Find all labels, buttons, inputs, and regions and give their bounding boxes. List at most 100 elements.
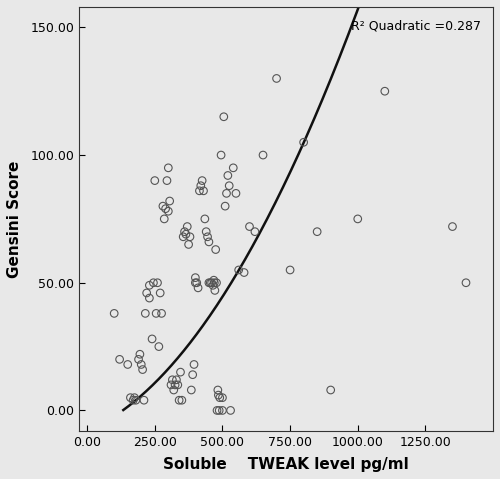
Point <box>212 246 220 253</box>
Point <box>190 361 198 368</box>
Point <box>148 335 156 343</box>
Point <box>225 182 233 190</box>
Point <box>172 376 180 384</box>
Point <box>166 197 173 205</box>
Point <box>186 233 194 240</box>
Point <box>200 187 207 194</box>
Point <box>300 138 308 146</box>
Point <box>230 164 237 171</box>
Point <box>272 75 280 82</box>
Point <box>155 343 163 351</box>
Point <box>142 289 150 297</box>
Point <box>154 279 162 286</box>
Point <box>184 240 192 248</box>
Point <box>168 376 176 384</box>
Point <box>174 381 182 389</box>
Point <box>130 394 138 401</box>
Point <box>201 215 209 223</box>
Point <box>232 190 240 197</box>
Point <box>170 386 177 394</box>
Point <box>159 202 167 210</box>
Point <box>151 177 159 184</box>
Point <box>205 238 213 246</box>
Point <box>175 397 183 404</box>
Point <box>215 407 223 414</box>
Point <box>146 282 154 289</box>
Point <box>226 407 234 414</box>
Point <box>222 190 230 197</box>
Point <box>179 233 187 240</box>
Point <box>142 309 150 317</box>
Point <box>208 279 216 286</box>
Point <box>286 266 294 274</box>
Point <box>194 284 202 292</box>
Point <box>326 386 334 394</box>
Point <box>188 371 196 378</box>
Point <box>138 366 146 374</box>
Point <box>192 274 200 282</box>
Point <box>182 230 190 238</box>
Point <box>171 381 179 389</box>
Point <box>259 151 267 159</box>
Point <box>354 215 362 223</box>
Point <box>212 279 220 286</box>
Point <box>210 276 218 284</box>
Point <box>156 289 164 297</box>
Point <box>448 223 456 230</box>
Point <box>204 233 212 240</box>
Point <box>240 269 248 276</box>
Point <box>124 361 132 368</box>
Point <box>210 279 218 286</box>
Point <box>164 164 172 171</box>
Point <box>214 386 222 394</box>
Point <box>180 228 188 236</box>
Point <box>158 309 166 317</box>
Point <box>152 309 160 317</box>
Point <box>214 391 222 399</box>
Point <box>211 286 219 294</box>
Point <box>206 279 214 286</box>
Point <box>192 279 200 286</box>
Y-axis label: Gensini Score: Gensini Score <box>7 160 22 278</box>
Point <box>221 202 229 210</box>
Point <box>209 282 217 289</box>
Text: R² Quadratic =0.287: R² Quadratic =0.287 <box>350 20 480 33</box>
Point <box>160 215 168 223</box>
Point <box>150 279 158 286</box>
Point <box>197 182 205 190</box>
Point <box>313 228 321 236</box>
Point <box>136 351 144 358</box>
Point <box>140 397 148 404</box>
Point <box>167 381 175 389</box>
Point <box>246 223 254 230</box>
Point <box>216 394 224 401</box>
Point <box>184 223 192 230</box>
Point <box>251 228 259 236</box>
Point <box>205 279 213 286</box>
Point <box>134 355 142 363</box>
Point <box>129 397 137 404</box>
Point <box>176 368 184 376</box>
Point <box>132 397 140 404</box>
Point <box>126 394 134 401</box>
Point <box>202 228 210 236</box>
Point <box>224 171 232 179</box>
X-axis label: Soluble    TWEAK level pg/ml: Soluble TWEAK level pg/ml <box>163 457 409 472</box>
Point <box>218 407 226 414</box>
Point <box>146 294 154 302</box>
Point <box>218 394 226 401</box>
Point <box>192 279 200 286</box>
Point <box>178 397 186 404</box>
Point <box>217 151 225 159</box>
Point <box>162 205 170 213</box>
Point <box>196 187 203 194</box>
Point <box>116 355 124 363</box>
Point <box>163 177 171 184</box>
Point <box>462 279 470 286</box>
Point <box>381 87 389 95</box>
Point <box>213 407 221 414</box>
Point <box>110 309 118 317</box>
Point <box>164 207 172 215</box>
Point <box>234 266 242 274</box>
Point <box>220 113 228 121</box>
